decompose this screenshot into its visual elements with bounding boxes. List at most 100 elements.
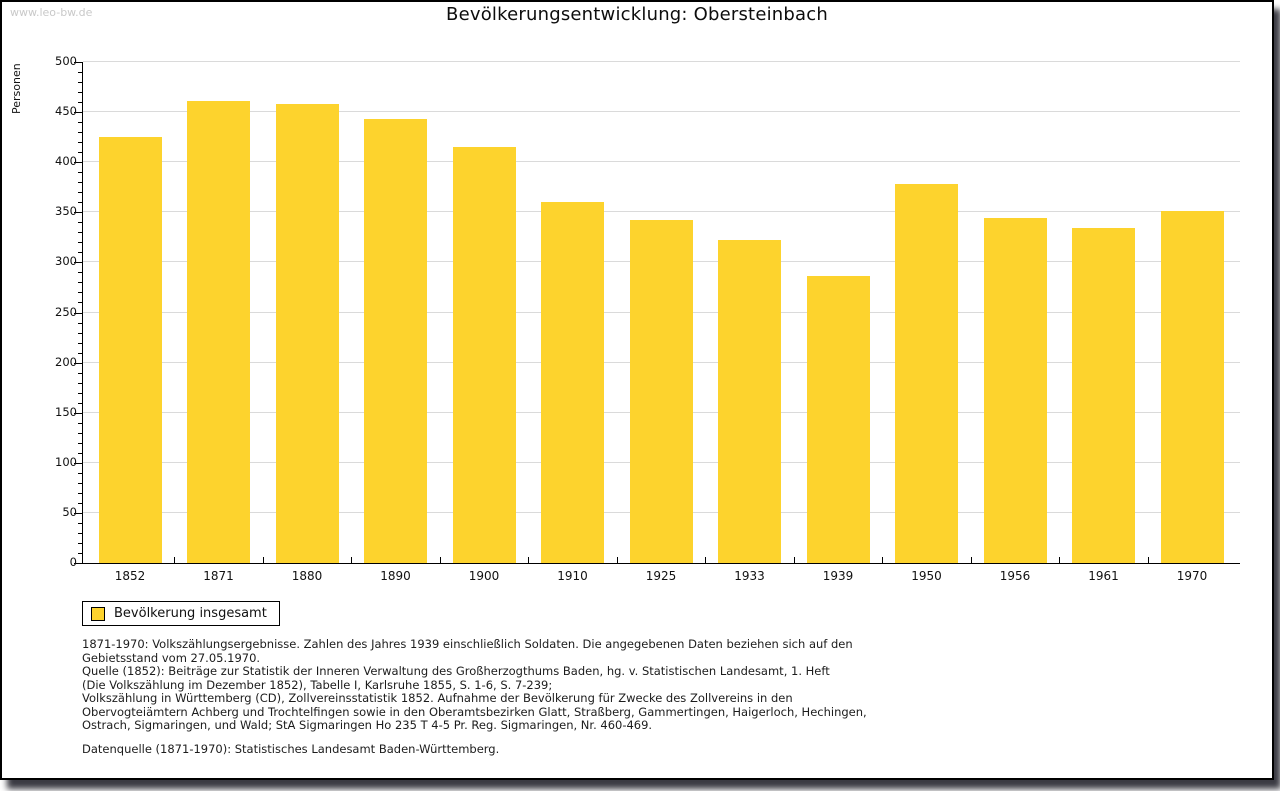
x-axis-tick [174, 557, 176, 563]
footnotes: 1871-1970: Volkszählungsergebnisse. Zahl… [82, 637, 867, 733]
x-axis-tick-label: 1871 [203, 569, 234, 583]
y-axis-minor-tick [78, 302, 82, 304]
gridline [83, 111, 1240, 113]
y-axis-minor-tick [78, 452, 82, 454]
y-axis-minor-tick [78, 232, 82, 234]
y-axis-minor-tick [78, 142, 82, 144]
y-axis-minor-tick [78, 372, 82, 374]
footnote-line: Obervogteiämtern Achberg und Trochtelfin… [82, 704, 867, 719]
plot-area: 0 50 100 150 200 250 300 350 400 450 500 1852 1871 18… [55, 55, 1240, 583]
bar-1900 [452, 147, 516, 563]
bar-1910 [541, 202, 604, 563]
x-axis-tick-label: 1852 [114, 569, 146, 583]
y-axis-minor-tick [78, 132, 82, 134]
y-axis-minor-tick [78, 282, 82, 284]
watermark: www.leo-bw.de [10, 6, 93, 19]
y-axis-minor-tick [78, 152, 82, 154]
bar-1890 [364, 119, 427, 563]
x-axis-tick-label: 1910 [557, 569, 588, 583]
x-axis-tick [616, 557, 618, 563]
x-axis-tick [970, 557, 972, 563]
y-axis-minor-tick [78, 82, 82, 84]
y-axis-minor-tick [78, 352, 82, 354]
x-axis-tick-label: 1900 [468, 569, 500, 583]
y-axis-minor-tick [78, 182, 82, 184]
bar-1880 [275, 104, 339, 563]
y-axis-minor-tick [78, 292, 82, 294]
x-axis-tick-label: 1956 [999, 569, 1031, 583]
y-axis-major-tick [74, 362, 82, 364]
x-axis-tick-label: 1961 [1088, 569, 1119, 583]
gridline [83, 61, 1240, 62]
x-axis-tick [439, 557, 441, 563]
x-axis-tick [705, 557, 707, 563]
bar-1939 [806, 276, 870, 563]
y-axis-major-tick [74, 462, 82, 464]
y-axis-minor-tick [78, 342, 82, 344]
x-axis-tick [882, 557, 884, 563]
x-axis-tick-label: 1890 [380, 569, 411, 583]
footnote-line: Gebietsstand vom 27.05.1970. [82, 650, 261, 665]
y-axis-minor-tick [78, 202, 82, 204]
y-axis-minor-tick [78, 522, 82, 524]
datasource-line: Datenquelle (1871-1970): Statistisches L… [82, 742, 500, 756]
footnote-line: Quelle (1852): Beiträge zur Statistik de… [82, 664, 830, 678]
bar-1871 [187, 101, 250, 563]
y-axis-minor-tick [78, 502, 82, 504]
y-axis-title: Personen [10, 63, 23, 114]
x-axis-tick-label: 1970 [1176, 569, 1208, 583]
gridline [83, 211, 1240, 213]
legend: Bevölkerung insgesamt [82, 601, 280, 626]
y-axis-major-tick [74, 262, 82, 264]
y-axis-minor-tick [78, 242, 82, 244]
y-axis-major-tick [74, 412, 82, 414]
x-axis-tick [1147, 557, 1149, 563]
bar-1852 [98, 137, 162, 563]
footnote-line: Volkszählung in Württemberg (CD), Zollve… [82, 691, 793, 705]
x-axis-tick-label: 1933 [734, 569, 765, 583]
y-axis-minor-tick [78, 532, 82, 534]
y-axis-minor-tick [78, 92, 82, 94]
x-axis-tick-label: 1925 [645, 569, 677, 583]
y-axis-minor-tick [78, 122, 82, 124]
legend-swatch-icon [91, 606, 105, 621]
bar-1925 [629, 220, 693, 563]
y-axis-tick-label: 500 [55, 54, 77, 68]
y-axis-major-tick [74, 212, 82, 214]
y-axis-tick-label: 450 [55, 104, 77, 119]
x-axis-tick [528, 557, 530, 563]
x-axis-tick-label: 1880 [291, 569, 323, 583]
x-axis-tick [1059, 557, 1061, 563]
y-axis-minor-tick [78, 332, 82, 334]
legend-label: Bevölkerung insgesamt [114, 606, 267, 621]
y-axis-tick-label: 200 [55, 354, 77, 369]
y-axis-minor-tick [78, 422, 82, 424]
y-axis-minor-tick [78, 542, 82, 544]
bar-1950 [895, 184, 958, 563]
y-axis-minor-tick [78, 442, 82, 444]
y-axis-minor-tick [78, 252, 82, 254]
bar-1961 [1072, 228, 1135, 563]
y-axis-minor-tick [78, 222, 82, 224]
y-axis-minor-tick [78, 172, 82, 174]
y-axis-major-tick [74, 563, 82, 564]
y-axis-minor-tick [78, 392, 82, 394]
footnote-line: Ostrach, Sigmaringen, und Wald; StA Sigm… [82, 718, 653, 732]
y-axis-minor-tick [78, 482, 82, 484]
y-axis-tick-label: 250 [55, 304, 77, 319]
y-axis-minor-tick [78, 432, 82, 434]
gridline [83, 161, 1240, 163]
y-axis-minor-tick [78, 192, 82, 194]
y-axis-tick-label: 0 [69, 555, 77, 569]
y-axis-minor-tick [78, 382, 82, 384]
bar-1970 [1160, 211, 1224, 563]
y-axis-minor-tick [78, 102, 82, 104]
y-axis-minor-tick [78, 322, 82, 324]
y-axis-minor-tick [78, 552, 82, 554]
y-axis-tick-label: 400 [55, 154, 77, 169]
bar-1956 [983, 218, 1047, 563]
y-axis-minor-tick [78, 492, 82, 494]
x-axis-tick-label: 1939 [822, 569, 854, 583]
y-axis-major-tick [74, 62, 82, 63]
